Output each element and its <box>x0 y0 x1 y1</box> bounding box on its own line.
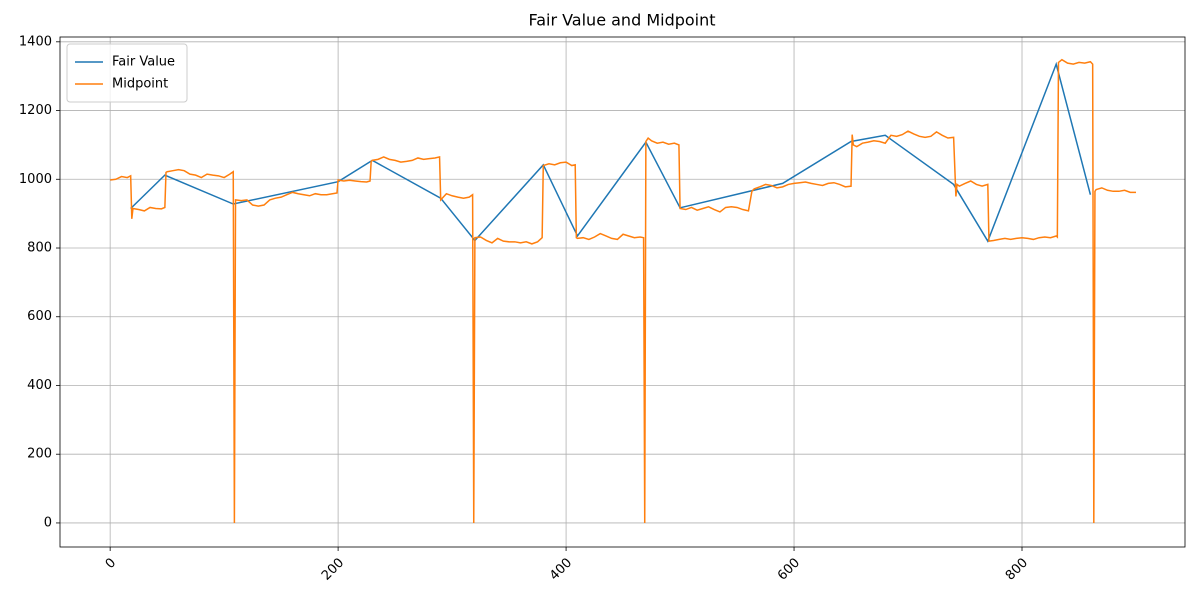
series-line <box>110 58 1136 523</box>
x-tick-label: 800 <box>1003 555 1031 583</box>
chart-title: Fair Value and Midpoint <box>528 11 715 30</box>
y-tick-label: 1400 <box>19 34 52 49</box>
y-tick-label: 800 <box>27 241 52 256</box>
y-tick-label: 200 <box>27 447 52 462</box>
y-tick-label: 400 <box>27 378 52 393</box>
legend-label: Midpoint <box>112 77 168 92</box>
y-tick-label: 1000 <box>19 172 52 187</box>
x-tick-label: 0 <box>103 555 119 571</box>
legend-box <box>66 43 188 103</box>
x-tick-label: 400 <box>547 555 575 583</box>
y-tick-label: 1200 <box>19 103 52 118</box>
plot-frame <box>59 36 1186 548</box>
x-tick-label: 600 <box>775 555 803 583</box>
y-tick-label: 0 <box>44 515 52 530</box>
legend-label: Fair Value <box>112 55 175 70</box>
y-tick-label: 600 <box>27 309 52 324</box>
x-tick-label: 200 <box>319 555 347 583</box>
series-line <box>130 61 1092 243</box>
